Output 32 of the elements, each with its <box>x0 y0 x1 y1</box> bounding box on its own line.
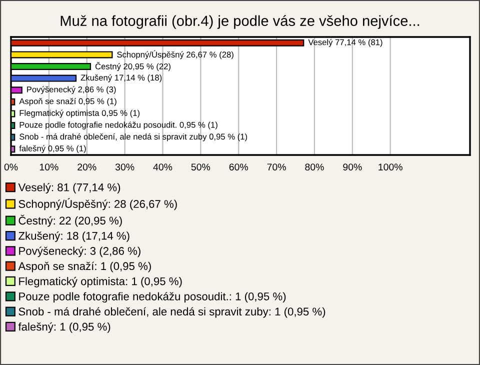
category-label: Snob - má drahé oblečení, ale nedá si spravit zuby 0,95 % (1) <box>20 133 248 142</box>
category-label: Aspoň se snaží 0,95 % (1) <box>19 98 116 106</box>
category-label: Čestný 20,95 % (22) <box>95 62 170 72</box>
x-tick-label: 70% <box>267 164 286 170</box>
legend-label: Povýšenecký: 3 (2,86 %) <box>19 246 140 258</box>
x-tick-label: 60% <box>229 164 248 170</box>
category-label: Veselý 77,14 % (81) <box>308 38 382 47</box>
x-tick-label: 20% <box>78 164 96 170</box>
category-label: Pouze podle fotografie nedokážu posoudit. 0,95 % (1) <box>20 122 218 130</box>
x-tick-label: 80% <box>305 164 324 170</box>
category-label: Zkušený 17,14 % (18) <box>80 74 162 82</box>
chart-title: Muž na fotografii (obr.4) je podle vás ze všeho nejvíce... <box>60 15 420 29</box>
category-label: Flegmatický optimista 0,95 % (1) <box>20 110 140 118</box>
legend-label: Flegmatický optimista: 1 (0,95 %) <box>19 276 182 288</box>
x-tick-label: 100% <box>378 164 402 170</box>
legend-label: Snob - má drahé oblečení, ale nedá si spravit zuby: 1 (0,95 %) <box>18 307 326 318</box>
x-tick-label: 30% <box>115 164 134 170</box>
legend-label: Zkušený: 18 (17,14 %) <box>18 231 130 242</box>
x-tick-label: 40% <box>153 164 172 170</box>
legend-label: Aspoň se snaží: 1 (0,95 %) <box>18 262 151 272</box>
legend-label: Čestný: 22 (20,95 %) <box>18 214 122 227</box>
legend-label: Pouze podle fotografie nedokážu posoudit.: 1 (0,95 %) <box>19 292 286 303</box>
category-label: Povýšenecký 2,86 % (3) <box>27 86 116 94</box>
category-label: falešný 0,95 % (1) <box>19 145 86 154</box>
legend-label: Schopný/Úspěšný: 28 (26,67 %) <box>18 198 177 210</box>
x-tick-label: 90% <box>343 164 362 170</box>
legend-label: falešný: 1 (0,95 %) <box>18 322 110 333</box>
x-tick-label: 50% <box>191 164 210 170</box>
x-tick-label: 0% <box>4 164 18 170</box>
legend-label: Veselý: 81 (77,14 %) <box>18 183 120 194</box>
x-tick-label: 10% <box>40 164 58 170</box>
category-label: Schopný/Úspěšný 26,67 % (28) <box>117 50 234 60</box>
